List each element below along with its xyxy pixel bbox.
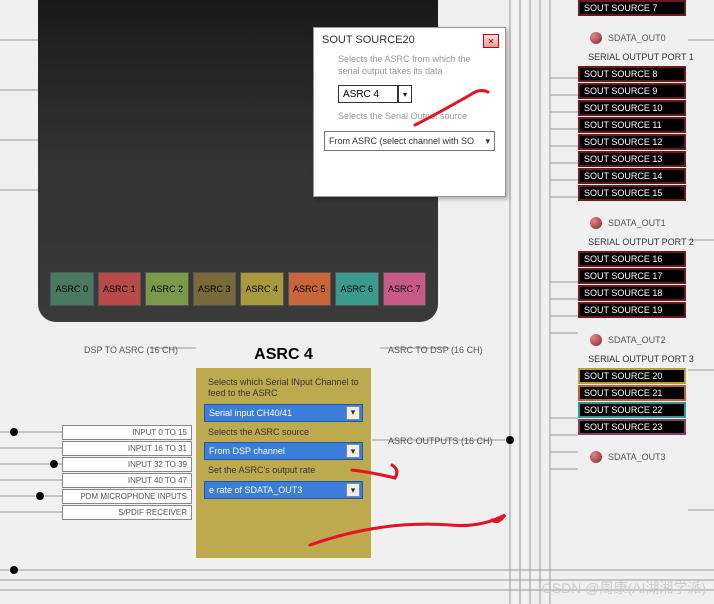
chevron-down-icon[interactable]: ▾ <box>346 406 360 420</box>
asrc4-hint2: Selects the ASRC source <box>202 424 365 441</box>
port3-title: SERIAL OUTPUT PORT 3 <box>568 354 714 364</box>
asrc-chip-0[interactable]: ASRC 0 <box>50 272 94 306</box>
asrc-chip-4[interactable]: ASRC 4 <box>240 272 284 306</box>
input-label: INPUT 40 TO 47 <box>62 473 192 488</box>
asrc-chip-5[interactable]: ASRC 5 <box>288 272 332 306</box>
asrc4-rate-value: e rate of SDATA_OUT3 <box>209 485 302 495</box>
sout-source[interactable]: SOUT SOURCE 11 <box>578 117 686 133</box>
sdata-out3: SDATA_OUT3 <box>590 451 714 463</box>
dsp-to-asrc-label: DSP TO ASRC (16 CH) <box>84 345 178 355</box>
input-label: S/PDIF RECEIVER <box>62 505 192 520</box>
sout-source[interactable]: SOUT SOURCE 14 <box>578 168 686 184</box>
sout-source[interactable]: SOUT SOURCE 9 <box>578 83 686 99</box>
sdata-out0: SDATA_OUT0 <box>590 32 714 44</box>
sout-source[interactable]: SOUT SOURCE 8 <box>578 66 686 82</box>
asrc-chip-3[interactable]: ASRC 3 <box>193 272 237 306</box>
input-label: PDM MICROPHONE INPUTS <box>62 489 192 504</box>
left-inputs: INPUT 0 TO 15INPUT 16 TO 31INPUT 32 TO 3… <box>62 425 192 521</box>
asrc-chip-2[interactable]: ASRC 2 <box>145 272 189 306</box>
close-icon[interactable]: ✕ <box>483 34 499 48</box>
asrc-select-value[interactable] <box>338 85 398 103</box>
sdata-out2: SDATA_OUT2 <box>590 334 714 346</box>
sout-source[interactable]: SOUT SOURCE 20 <box>578 368 686 384</box>
port-dot-icon <box>590 32 602 44</box>
popup-title: SOUT SOURCE20 <box>314 28 505 52</box>
input-label: INPUT 0 TO 15 <box>62 425 192 440</box>
sout-source[interactable]: SOUT SOURCE 19 <box>578 302 686 318</box>
asrc4-block: ASRC 4 Selects which Serial INput Channe… <box>196 342 371 562</box>
chevron-down-icon[interactable]: ▾ <box>346 444 360 458</box>
chevron-down-icon: ▾ <box>485 136 490 147</box>
watermark: CSDN @周康(AI湖湘学派) <box>542 578 706 598</box>
sout-source[interactable]: SOUT SOURCE 16 <box>578 251 686 267</box>
asrc-outputs-label: ASRC OUTPUTS (16 CH) <box>388 436 493 446</box>
chevron-down-icon[interactable]: ▾ <box>346 483 360 497</box>
input-label: INPUT 16 TO 31 <box>62 441 192 456</box>
asrc4-hint3: Set the ASRC's output rate <box>202 462 365 479</box>
asrc-to-dsp-label: ASRC TO DSP (16 CH) <box>388 345 483 355</box>
port-dot-icon <box>590 451 602 463</box>
sout-source[interactable]: SOUT SOURCE 21 <box>578 385 686 401</box>
sout-source[interactable]: SOUT SOURCE 18 <box>578 285 686 301</box>
asrc-chip-1[interactable]: ASRC 1 <box>98 272 142 306</box>
asrc4-input-select[interactable]: Serial input CH40/41 ▾ <box>204 404 363 422</box>
popup-hint2: Selects the Serial Output source <box>314 109 505 125</box>
asrc4-input-value: Serial input CH40/41 <box>209 408 292 418</box>
asrc4-title: ASRC 4 <box>196 342 371 368</box>
popup-hint1: Selects the ASRC from which the serial o… <box>314 52 505 79</box>
sdata-out1: SDATA_OUT1 <box>590 217 714 229</box>
sout-source-7[interactable]: SOUT SOURCE 7 <box>578 0 686 16</box>
port-dot-icon <box>590 217 602 229</box>
port1-title: SERIAL OUTPUT PORT 1 <box>568 52 714 62</box>
asrc4-rate-select[interactable]: e rate of SDATA_OUT3 ▾ <box>204 481 363 499</box>
sout-source20-popup: SOUT SOURCE20 ✕ Selects the ASRC from wh… <box>313 27 506 197</box>
sout-source[interactable]: SOUT SOURCE 22 <box>578 402 686 418</box>
sout-source[interactable]: SOUT SOURCE 13 <box>578 151 686 167</box>
sout-source[interactable]: SOUT SOURCE 12 <box>578 134 686 150</box>
asrc4-source-value: From DSP channel <box>209 446 285 456</box>
chevron-down-icon[interactable]: ▾ <box>398 85 412 103</box>
sout-source[interactable]: SOUT SOURCE 17 <box>578 268 686 284</box>
asrc-select[interactable]: ▾ <box>338 85 481 103</box>
output-source-value: From ASRC (select channel with SO <box>329 136 474 146</box>
sout-source[interactable]: SOUT SOURCE 23 <box>578 419 686 435</box>
output-source-select[interactable]: From ASRC (select channel with SO ▾ <box>324 131 495 151</box>
right-panel: SOUT SOURCE 7 SDATA_OUT0 SERIAL OUTPUT P… <box>568 0 714 604</box>
asrc4-hint1: Selects which Serial INput Channel to fe… <box>202 374 365 402</box>
port2-title: SERIAL OUTPUT PORT 2 <box>568 237 714 247</box>
sout-source[interactable]: SOUT SOURCE 15 <box>578 185 686 201</box>
sout-source[interactable]: SOUT SOURCE 10 <box>578 100 686 116</box>
asrc-chip-6[interactable]: ASRC 6 <box>335 272 379 306</box>
asrc4-source-select[interactable]: From DSP channel ▾ <box>204 442 363 460</box>
asrc-chip-7[interactable]: ASRC 7 <box>383 272 427 306</box>
port-dot-icon <box>590 334 602 346</box>
input-label: INPUT 32 TO 39 <box>62 457 192 472</box>
